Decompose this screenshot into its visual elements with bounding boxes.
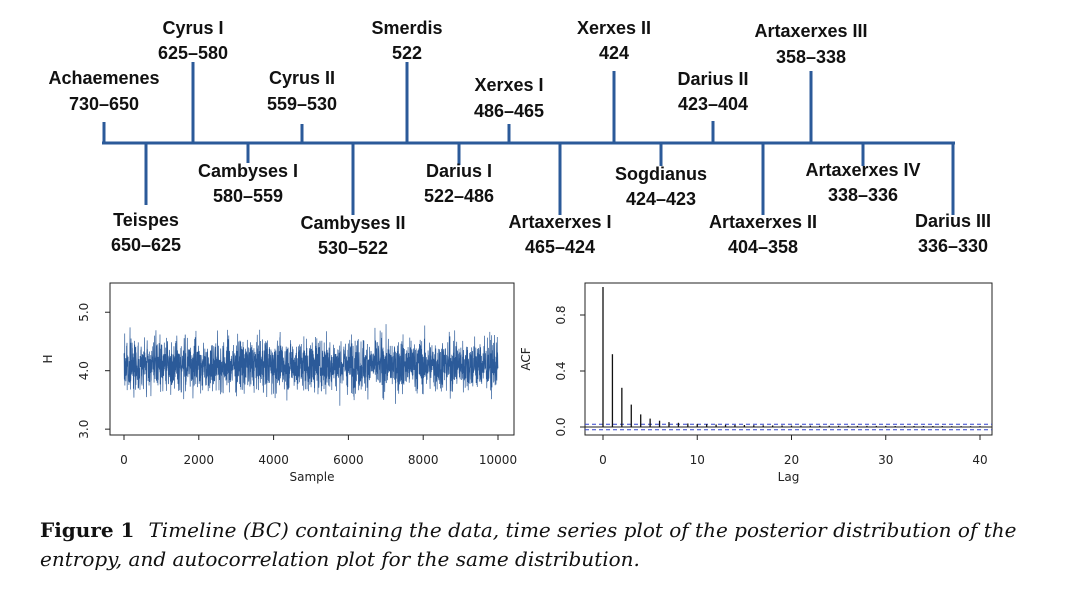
timeline-name-achaemenes: Achaemenes: [48, 68, 159, 88]
trace-x-axis-label: Sample: [290, 470, 335, 484]
acf-y-tick-label: 0.8: [554, 305, 568, 324]
timeline-period-darius-iii: 336–330: [918, 236, 988, 256]
timeline-name-darius-ii: Darius II: [677, 69, 748, 89]
timeline-period-teispes: 650–625: [111, 235, 181, 255]
trace-plot: 0 2000 4000 6000 8000 10000 3.0 4.0 5.0 Sample H: [41, 282, 517, 484]
timeline-period-sogdianus: 424–423: [626, 189, 696, 209]
timeline-name-cyrus-ii: Cyrus II: [269, 68, 335, 88]
trace-x-tick-label: 6000: [333, 453, 364, 467]
trace-x-tick-label: 10000: [479, 453, 517, 467]
timeline-period-achaemenes: 730–650: [69, 94, 139, 114]
timeline-name-xerxes-i: Xerxes I: [474, 75, 543, 95]
acf-x-tick-label: 40: [972, 453, 987, 467]
timeline-name-darius-iii: Darius III: [915, 211, 991, 231]
timeline-name-darius-i: Darius I: [426, 161, 492, 181]
trace-series-line: [123, 324, 499, 406]
timeline-period-artaxerxes-i: 465–424: [525, 237, 595, 257]
trace-y-axis-label: H: [41, 354, 55, 363]
figure-caption: Figure 1 Timeline (BC) containing the dat…: [40, 516, 1040, 574]
acf-x-tick-label: 10: [690, 453, 705, 467]
timeline-period-darius-i: 522–486: [424, 186, 494, 206]
timeline-name-sogdianus: Sogdianus: [615, 164, 707, 184]
timeline-name-teispes: Teispes: [113, 210, 179, 230]
acf-x-tick-label: 20: [784, 453, 799, 467]
timeline-period-cambyses-i: 580–559: [213, 186, 283, 206]
acf-x-tick-label: 30: [878, 453, 893, 467]
timeline-period-darius-ii: 423–404: [678, 94, 748, 114]
timeline-period-smerdis: 522: [392, 43, 422, 63]
trace-plot-frame: [109, 282, 515, 436]
timeline-name-cambyses-i: Cambyses I: [198, 161, 298, 181]
caption-label: Figure 1: [40, 518, 135, 542]
acf-plot: 0 10 20 30 40 0.0 0.4 0.8 Lag ACF: [519, 282, 993, 484]
timeline-period-artaxerxes-iv: 338–336: [828, 185, 898, 205]
timeline-period-xerxes-i: 486–465: [474, 101, 544, 121]
trace-x-tick-label: 8000: [408, 453, 439, 467]
timeline-period-artaxerxes-iii: 358–338: [776, 47, 846, 67]
acf-y-tick-label: 0.0: [554, 417, 568, 436]
trace-y-tick-label: 4.0: [77, 361, 91, 380]
timeline-name-cyrus-i: Cyrus I: [162, 18, 223, 38]
acf-y-axis-label: ACF: [519, 347, 533, 370]
timeline-name-artaxerxes-iii: Artaxerxes III: [754, 21, 867, 41]
timeline: Achaemenes 730–650 Teispes 650–625 Cyrus I 62…: [48, 18, 991, 258]
trace-x-tick-label: 2000: [184, 453, 215, 467]
timeline-name-smerdis: Smerdis: [371, 18, 442, 38]
acf-x-axis-label: Lag: [778, 470, 800, 484]
trace-y-tick-label: 3.0: [77, 420, 91, 439]
acf-x-tick-label: 0: [599, 453, 607, 467]
timeline-name-artaxerxes-ii: Artaxerxes II: [709, 212, 817, 232]
acf-plot-frame: [584, 282, 993, 436]
timeline-period-xerxes-ii: 424: [599, 43, 629, 63]
acf-y-tick-label: 0.4: [554, 361, 568, 380]
trace-y-tick-label: 5.0: [77, 303, 91, 322]
timeline-period-cyrus-i: 625–580: [158, 43, 228, 63]
timeline-name-artaxerxes-iv: Artaxerxes IV: [805, 160, 920, 180]
timeline-period-artaxerxes-ii: 404–358: [728, 237, 798, 257]
caption-text: Timeline (BC) containing the data, time …: [40, 518, 1017, 571]
trace-x-tick-label: 4000: [258, 453, 289, 467]
timeline-name-xerxes-ii: Xerxes II: [577, 18, 651, 38]
timeline-name-cambyses-ii: Cambyses II: [300, 213, 405, 233]
timeline-name-artaxerxes-i: Artaxerxes I: [508, 212, 611, 232]
timeline-period-cambyses-ii: 530–522: [318, 238, 388, 258]
timeline-period-cyrus-ii: 559–530: [267, 94, 337, 114]
trace-x-tick-label: 0: [120, 453, 128, 467]
